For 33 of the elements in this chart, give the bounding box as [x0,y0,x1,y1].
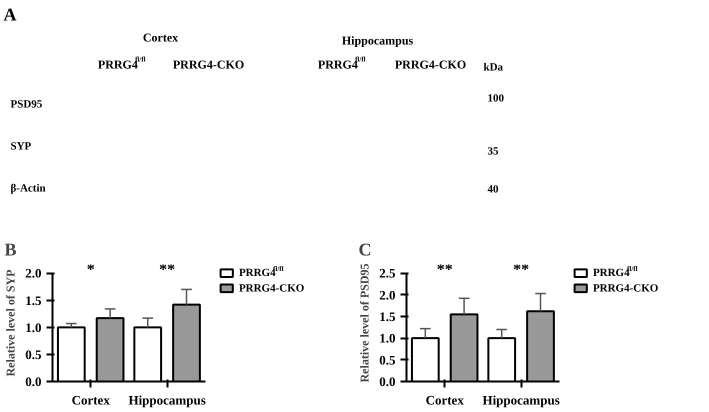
y-tick-label: 0.0 [25,374,42,389]
y-tick-label: 0.5 [379,352,396,368]
x-tick-label: Hippocampus [128,392,206,408]
y-tick-label: 1.0 [379,330,396,346]
text: PRRG4-CKO [172,58,244,72]
y-tick-label: 2.0 [379,287,396,302]
y-axis-title: Relative level of PSD95 [357,264,372,382]
text: A [4,4,16,24]
chart-title: C [358,240,372,260]
chart-title: B [4,240,17,260]
x-tick-label: Cortex [72,392,110,408]
y-tick-label: 0.5 [25,346,42,362]
text: SYP [10,140,32,152]
y-axis-title: Relative level of SYP [3,270,18,376]
x-tick-label: Cortex [426,392,464,408]
y-tick-label: 1.5 [25,292,42,308]
legend-label: PRRG4-CKO [238,282,305,294]
y-tick-label: 1.5 [379,309,396,324]
y-tick-label: 1.0 [25,320,42,335]
y-tick-label: 0.0 [379,374,396,389]
text: 40 [488,184,499,196]
text: Hippocampus [342,34,414,48]
text: 100 [488,92,504,104]
text: PSD95 [10,98,43,110]
y-tick-label: 2.5 [379,266,396,281]
text: 35 [488,146,499,158]
text: β-Actin [10,182,46,194]
text: PRRG4-CKO [394,58,466,72]
x-tick-label: Hippocampus [482,392,560,408]
legend-label: PRRG4-CKO [592,282,659,294]
y-tick-label: 2.0 [25,266,42,281]
text: Cortex [142,30,178,44]
text: kDa [484,62,504,74]
